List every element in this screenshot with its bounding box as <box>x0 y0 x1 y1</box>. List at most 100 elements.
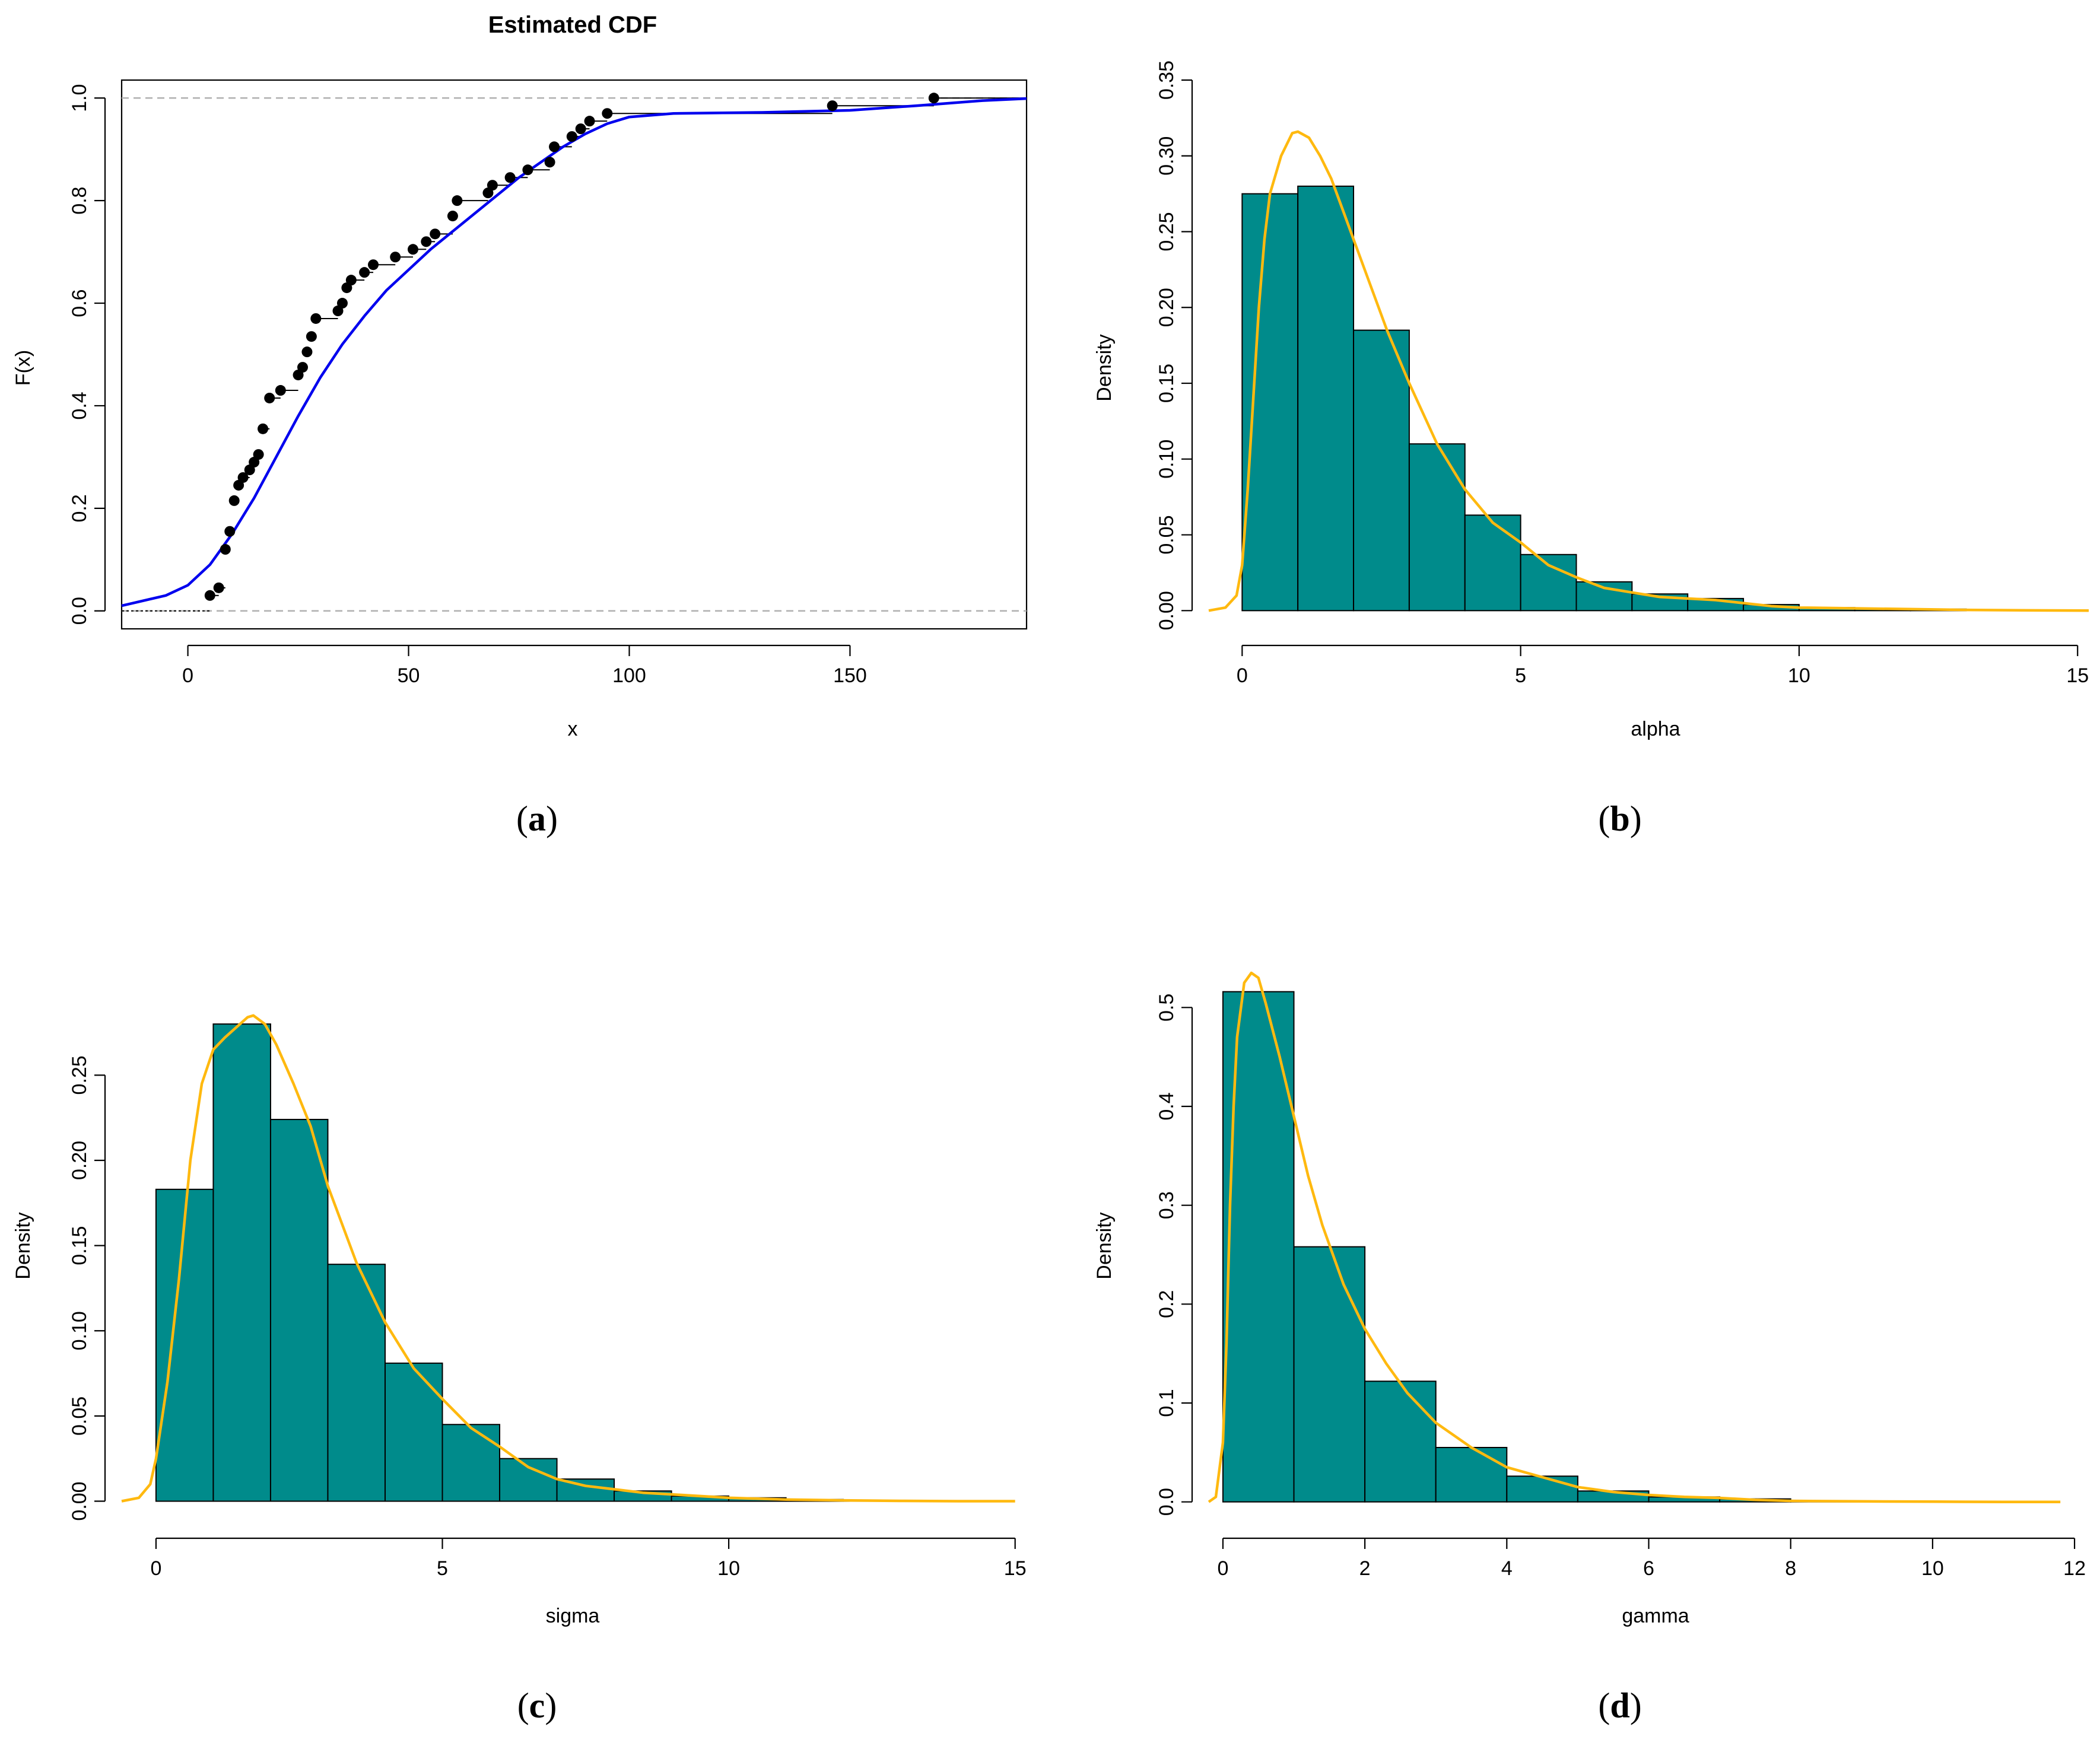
gamma-density-curve <box>1208 971 2061 1503</box>
gamma-bar <box>1506 1475 1578 1503</box>
ecdf-point <box>827 100 838 112</box>
ecdf-point <box>522 164 533 176</box>
gamma-y-tick-label: 0.3 <box>1155 1191 1178 1219</box>
panel-a-cdf: Estimated CDF x F(x) (a) 0 50 100 150 0.0 0.2… <box>12 12 1028 838</box>
gamma-x-tick-label: 10 <box>1921 1557 1944 1580</box>
sigma-density-curve <box>121 1014 1015 1503</box>
cdf-y-tick-label: 0.8 <box>68 187 91 215</box>
caption-d: (d) <box>1598 1686 1641 1725</box>
ecdf-point <box>566 131 577 142</box>
ecdf-point <box>928 93 939 104</box>
cdf-y-tick-label: 0.0 <box>68 597 91 625</box>
ecdf-point <box>275 385 286 396</box>
alpha-x-tick-label: 5 <box>1515 664 1526 687</box>
gamma-y-tick-label: 0.2 <box>1155 1290 1178 1318</box>
sigma-x-tick-label: 0 <box>150 1557 161 1580</box>
ecdf-point <box>220 544 231 555</box>
panel-d-gamma-histogram: gamma Density (d) 0 2 4 6 8 10 12 0.0 0.1 0.2 0.3 0… <box>1093 971 2086 1725</box>
sigma-bar <box>384 1362 443 1502</box>
sigma-bar <box>499 1458 558 1502</box>
sigma-bar <box>155 1188 214 1502</box>
caption-a: (a) <box>516 799 558 838</box>
sigma-bar <box>441 1424 501 1502</box>
sigma-y-tick-label: 0.00 <box>68 1481 91 1520</box>
alpha-bar <box>1241 193 1299 612</box>
ecdf-point <box>575 123 586 135</box>
alpha-y-tick-label: 0.00 <box>1155 591 1178 630</box>
alpha-y-tick-label: 0.35 <box>1155 61 1178 100</box>
cdf-x-tick-label: 0 <box>182 664 193 687</box>
alpha-bar <box>1353 329 1410 612</box>
ecdf-point <box>359 267 370 278</box>
alpha-density-curve <box>1208 130 2089 612</box>
sigma-y-tick-label: 0.20 <box>68 1141 91 1180</box>
alpha-y-tick-label: 0.15 <box>1155 364 1178 403</box>
alpha-bar <box>1464 514 1521 612</box>
gamma-y-tick-label: 0.4 <box>1155 1092 1178 1120</box>
fitted-cdf-curve <box>121 97 1027 607</box>
sigma-ylabel: Density <box>12 1212 34 1279</box>
gamma-y-tick-label: 0.5 <box>1155 994 1178 1022</box>
alpha-y-tick-label: 0.10 <box>1155 440 1178 479</box>
ecdf-point <box>301 346 313 358</box>
gamma-bar <box>1293 1246 1366 1503</box>
cdf-title: Estimated CDF <box>488 12 657 38</box>
caption-b: (b) <box>1598 799 1641 838</box>
sigma-x-tick-label: 10 <box>717 1557 740 1580</box>
cdf-y-tick-label: 0.4 <box>68 392 91 419</box>
ecdf-point <box>407 244 418 255</box>
gamma-x-tick-label: 2 <box>1359 1557 1371 1580</box>
sigma-bar <box>327 1264 386 1502</box>
caption-letter: d <box>1610 1686 1629 1725</box>
gamma-bar <box>1435 1447 1508 1503</box>
ecdf-point <box>310 313 322 324</box>
panel-b-alpha-histogram: alpha Density (b) 0 5 10 15 0.00 0.05 0.10 0.15… <box>1093 61 2089 838</box>
gamma-x-tick-label: 8 <box>1785 1557 1796 1580</box>
alpha-y-tick-label: 0.30 <box>1155 136 1178 176</box>
cdf-plot-frame <box>120 79 1028 630</box>
sigma-x-tick-label: 5 <box>437 1557 448 1580</box>
ecdf-point <box>390 252 401 263</box>
gamma-x-tick-label: 4 <box>1501 1557 1513 1580</box>
alpha-x-tick-label: 10 <box>1788 664 1810 687</box>
sigma-y-tick-label: 0.10 <box>68 1311 91 1350</box>
gamma-bar <box>1364 1380 1437 1503</box>
gamma-x-tick-label: 6 <box>1643 1557 1654 1580</box>
alpha-bar <box>1408 443 1466 612</box>
alpha-ylabel: Density <box>1093 334 1116 401</box>
ecdf-point <box>204 590 215 601</box>
sigma-y-tick-label: 0.25 <box>68 1055 91 1095</box>
alpha-bar <box>1297 185 1355 612</box>
panel-c-sigma-histogram: sigma Density (c) 0 5 10 15 0.00 0.05 0.10 0.15… <box>12 1014 1027 1725</box>
alpha-bar <box>1575 581 1633 612</box>
ecdf-point <box>368 259 379 271</box>
sigma-y-tick-label: 0.05 <box>68 1396 91 1436</box>
gamma-x-tick-label: 12 <box>2063 1557 2086 1580</box>
caption-letter: c <box>529 1686 545 1725</box>
ecdf-point <box>602 108 613 119</box>
alpha-y-tick-label: 0.20 <box>1155 288 1178 327</box>
gamma-y-tick-label: 0.1 <box>1155 1389 1178 1417</box>
sigma-bar <box>269 1119 329 1502</box>
gamma-ylabel: Density <box>1093 1212 1116 1279</box>
cdf-y-tick-label: 0.2 <box>68 494 91 522</box>
ecdf-point <box>237 472 249 483</box>
sigma-xlabel: sigma <box>546 1605 600 1627</box>
cdf-y-tick-label: 0.6 <box>68 289 91 317</box>
ecdf-point <box>549 141 560 152</box>
ecdf-point <box>306 331 317 342</box>
alpha-y-tick-label: 0.25 <box>1155 212 1178 251</box>
gamma-xlabel: gamma <box>1622 1605 1689 1627</box>
cdf-x-tick-label: 100 <box>612 664 646 687</box>
ecdf-point <box>264 392 275 403</box>
ecdf-point <box>336 298 348 309</box>
alpha-xlabel: alpha <box>1631 718 1680 740</box>
ecdf-point <box>430 228 441 240</box>
sigma-x-tick-label: 15 <box>1004 1557 1027 1580</box>
ecdf-point <box>421 236 432 247</box>
ecdf-point <box>297 362 308 373</box>
ecdf-point <box>228 495 240 506</box>
ecdf-point <box>213 582 224 593</box>
ecdf-point <box>447 211 458 222</box>
